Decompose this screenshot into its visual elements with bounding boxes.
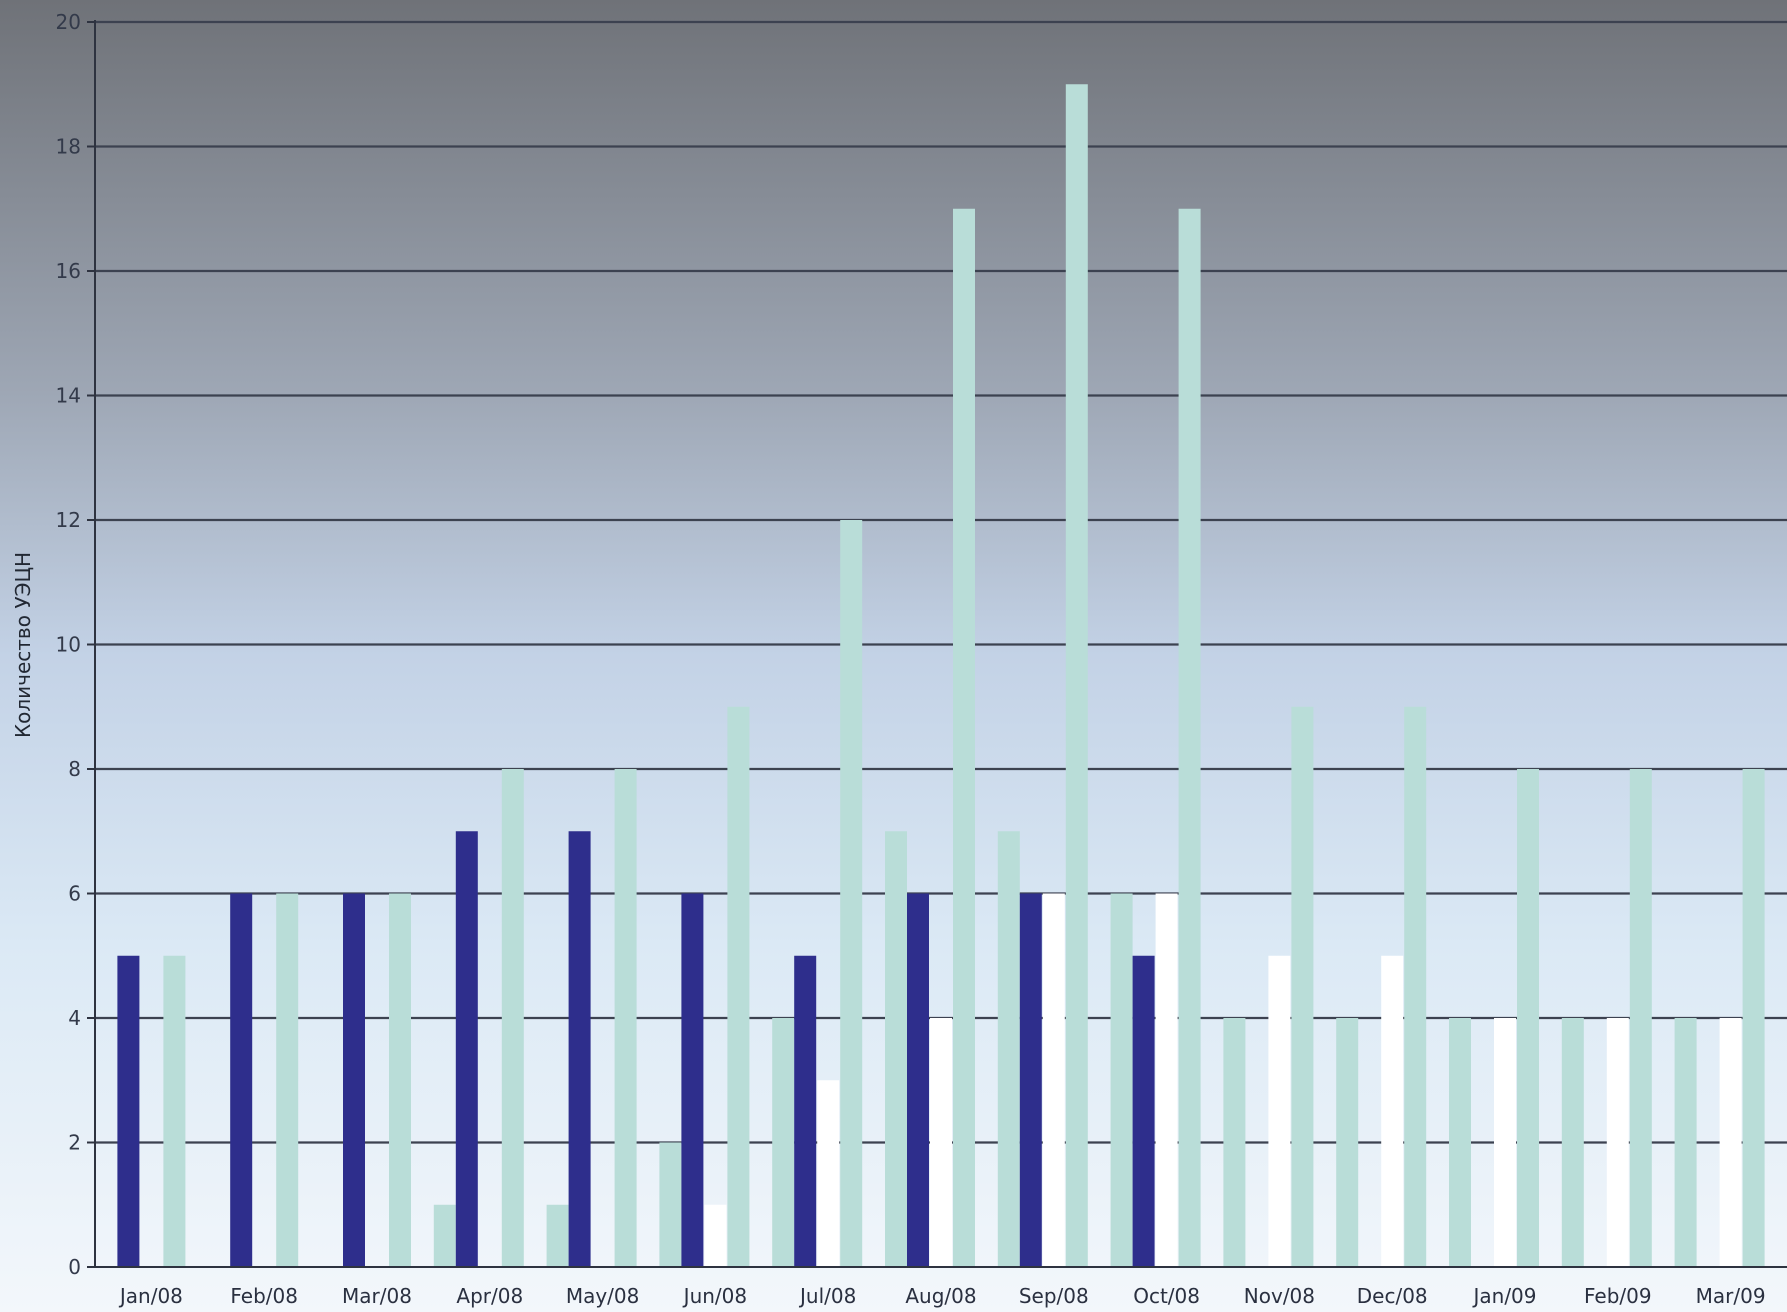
axes [87, 20, 1787, 1268]
x-tick-label: Aug/08 [905, 1284, 976, 1308]
y-tick-label: 18 [56, 135, 81, 159]
bar-s0-Oct/08 [1110, 893, 1133, 1267]
x-tick-label: Oct/08 [1133, 1284, 1200, 1308]
bar-s2-Feb/09 [1606, 1018, 1629, 1267]
x-tick-label: Sep/08 [1019, 1284, 1089, 1308]
y-tick-label: 0 [68, 1255, 81, 1279]
x-tick-label: Jan/08 [118, 1284, 183, 1308]
bar-s0-Jun/08 [659, 1142, 682, 1267]
bar-s0-Feb/09 [1561, 1018, 1584, 1267]
y-tick-label: 2 [68, 1131, 81, 1155]
bar-s3-Jun/08 [727, 706, 750, 1267]
bar-s0-Jul/08 [772, 1018, 795, 1267]
bar-s3-Jan/08 [163, 955, 186, 1267]
bar-s2-Mar/09 [1719, 1018, 1742, 1267]
bar-s1-Jul/08 [794, 955, 817, 1267]
bar-s1-Apr/08 [455, 831, 478, 1267]
bar-s1-Aug/08 [907, 893, 929, 1267]
bar-s3-Sep/08 [1065, 84, 1088, 1267]
y-tick-labels: 0 2 4 6 8 10 12 14 16 18 20 [56, 10, 81, 1279]
bar-s2-Oct/08 [1155, 893, 1178, 1267]
x-tick-label: Jun/08 [682, 1284, 747, 1308]
bar-s2-Sep/08 [1042, 893, 1065, 1267]
bar-s1-May/08 [568, 831, 591, 1267]
y-tick-label: 12 [56, 508, 81, 532]
bar-s2-Jan/09 [1494, 1018, 1516, 1267]
bar-s2-Nov/08 [1268, 955, 1291, 1267]
bar-s0-Nov/08 [1223, 1018, 1246, 1267]
y-tick-label: 16 [56, 259, 81, 283]
y-tick-label: 6 [68, 882, 81, 906]
x-tick-label: Apr/08 [456, 1284, 523, 1308]
y-tick-label: 8 [68, 757, 81, 781]
bar-s3-Nov/08 [1291, 706, 1314, 1267]
bar-s3-Oct/08 [1178, 208, 1201, 1267]
bar-s2-Aug/08 [930, 1018, 952, 1267]
bar-s3-Apr/08 [501, 769, 524, 1267]
bar-s3-Mar/08 [389, 893, 411, 1267]
y-axis-title: Количество УЭЦН [11, 552, 35, 738]
bar-s3-Feb/09 [1629, 769, 1652, 1267]
x-tick-label: Jan/09 [1471, 1284, 1536, 1308]
bar-s1-Feb/08 [230, 893, 253, 1267]
x-tick-label: Mar/08 [342, 1284, 412, 1308]
x-tick-label: Dec/08 [1357, 1284, 1428, 1308]
bar-s2-Jun/08 [704, 1204, 727, 1267]
x-tick-label: Feb/08 [230, 1284, 298, 1308]
bar-s3-Dec/08 [1404, 706, 1427, 1267]
y-tick-label: 4 [68, 1006, 81, 1030]
bar-s3-Aug/08 [953, 208, 975, 1267]
bar-s0-Apr/08 [433, 1204, 456, 1267]
bar-s3-Feb/08 [276, 893, 299, 1267]
bar-s0-Jan/09 [1449, 1018, 1471, 1267]
bar-s0-Mar/09 [1674, 1018, 1697, 1267]
bar-s1-Oct/08 [1132, 955, 1155, 1267]
x-tick-label: Mar/09 [1696, 1284, 1766, 1308]
bar-s0-Dec/08 [1336, 1018, 1359, 1267]
x-tick-labels: Jan/08 Feb/08 Mar/08 Apr/08 May/08 Jun/08 Jul/… [118, 1284, 1766, 1308]
bar-s0-Aug/08 [885, 831, 907, 1267]
x-tick-label: Feb/09 [1584, 1284, 1652, 1308]
bar-s3-Jul/08 [840, 520, 863, 1267]
bar-s2-Dec/08 [1381, 955, 1404, 1267]
bar-s3-Jan/09 [1517, 769, 1539, 1267]
y-tick-label: 14 [56, 384, 81, 408]
bar-s0-Sep/08 [997, 831, 1020, 1267]
bar-s1-Jun/08 [681, 893, 704, 1267]
bars [117, 84, 1765, 1267]
x-tick-label: Jul/08 [798, 1284, 856, 1308]
bar-s0-May/08 [546, 1204, 569, 1267]
x-tick-label: May/08 [566, 1284, 640, 1308]
bar-s1-Jan/08 [117, 955, 140, 1267]
bar-s3-May/08 [614, 769, 637, 1267]
x-tick-label: Nov/08 [1244, 1284, 1315, 1308]
y-tick-label: 10 [56, 633, 81, 657]
y-tick-label: 20 [56, 10, 81, 34]
bar-s3-Mar/09 [1742, 769, 1765, 1267]
bar-s2-Jul/08 [817, 1080, 840, 1267]
bar-s1-Sep/08 [1019, 893, 1042, 1267]
bar-s1-Mar/08 [343, 893, 365, 1267]
